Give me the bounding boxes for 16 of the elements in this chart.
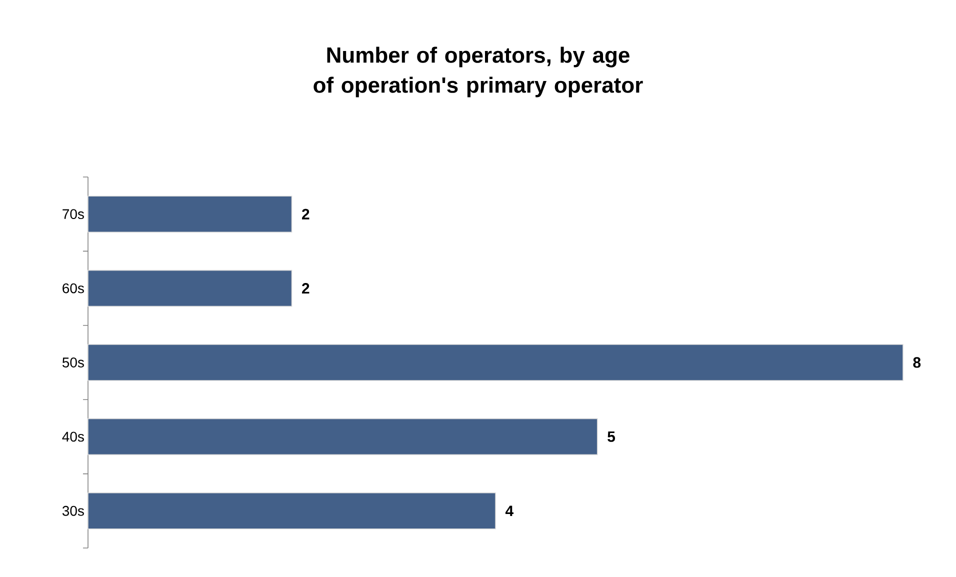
y-tick-label: 60s [62,283,84,294]
data-label: 2 [302,208,310,220]
y-tick-label: 40s [62,432,84,442]
y-tick-label: 50s [62,358,84,368]
data-label: 4 [505,506,514,516]
chart-title: Number of operators, by age of operation's primary operator [314,46,643,98]
y-tick-label: 70s [62,209,84,220]
bar [88,418,598,456]
bar [88,492,496,530]
data-label: 2 [302,283,310,294]
bar [88,196,292,232]
bar [88,344,904,381]
y-tick-label: 30s [62,506,84,516]
data-label: 8 [913,357,921,368]
bar [88,270,292,307]
data-label: 5 [608,431,616,442]
